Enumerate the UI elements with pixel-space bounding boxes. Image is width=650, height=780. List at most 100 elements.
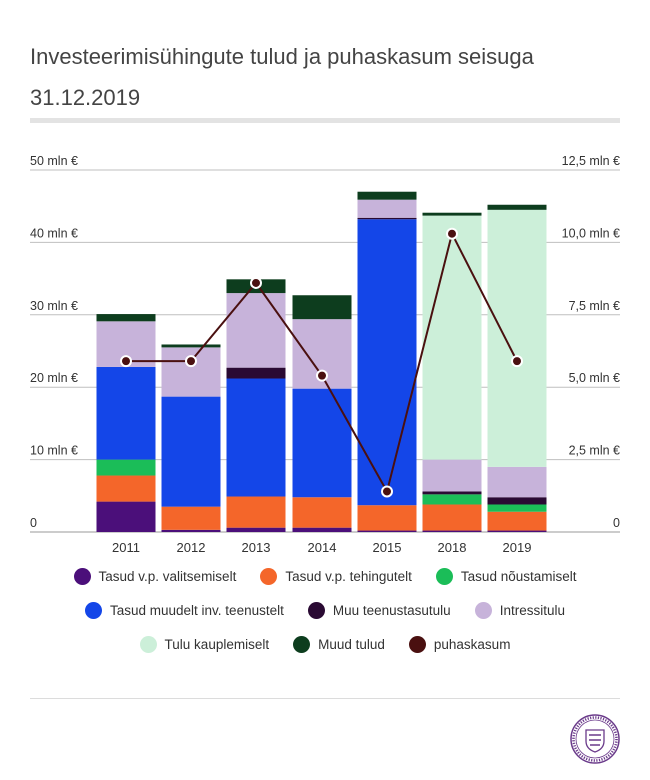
bar-segment <box>487 209 547 467</box>
legend-row: Tulu kauplemiselt Muud tulud puhaskasum <box>40 636 610 653</box>
legend-label: Tasud v.p. tehingutelt <box>285 569 412 584</box>
legend-label: Tasud nõustamiselt <box>460 569 577 584</box>
legend-swatch <box>408 636 426 653</box>
legend-swatch <box>307 602 325 619</box>
legend-swatch <box>293 636 311 653</box>
bar-segment <box>422 459 482 492</box>
puhaskasum-point <box>511 355 523 368</box>
legend-item: Tasud v.p. valitsemiselt <box>73 568 237 585</box>
x-tick-label: 2012 <box>177 540 206 555</box>
bar-segment <box>292 527 352 532</box>
legend-row: Tasud v.p. valitsemiselt Tasud v.p. tehin… <box>40 568 610 585</box>
bar-segment <box>422 215 482 460</box>
bar-segment <box>357 191 417 200</box>
y-left-tick-label: 40 mln € <box>30 226 78 240</box>
bar-segment <box>487 204 547 210</box>
puhaskasum-point <box>446 227 458 240</box>
bar-segment <box>422 212 482 216</box>
bar-segment <box>161 506 221 530</box>
puhaskasum-point <box>381 485 393 498</box>
bar-segment <box>422 491 482 495</box>
puhaskasum-point <box>185 355 197 368</box>
bar-segment <box>357 217 417 220</box>
bar-segment <box>487 504 547 512</box>
bar-segment <box>96 366 156 460</box>
bar-segment <box>422 504 482 531</box>
bar-segment <box>96 475 156 502</box>
y-right-tick-label: 10,0 mln € <box>562 226 620 240</box>
y-right-tick-label: 5,0 mln € <box>569 371 620 385</box>
legend-row: Tasud muudelt inv. teenustelt Muu teenust… <box>40 602 610 619</box>
puhaskasum-point <box>120 355 132 368</box>
y-right-tick-label: 7,5 mln € <box>569 299 620 313</box>
title-divider <box>30 118 620 123</box>
puhaskasum-point <box>316 369 328 382</box>
legend-item: Intressitulu <box>474 602 565 619</box>
bar-segment <box>357 530 417 532</box>
bar-segment <box>161 347 221 397</box>
x-tick-label: 2015 <box>373 540 402 555</box>
y-left-tick-label: 10 mln € <box>30 444 78 458</box>
y-left-tick-label: 20 mln € <box>30 371 78 385</box>
bar-segment <box>357 199 417 218</box>
bar-segment <box>422 530 482 532</box>
legend-label: Tasud v.p. valitsemiselt <box>98 569 237 584</box>
x-tick-label: 2014 <box>308 540 337 555</box>
bar-segment <box>487 497 547 505</box>
bar-segment <box>422 494 482 505</box>
bar-segment <box>487 511 547 531</box>
x-tick-label: 2019 <box>503 540 532 555</box>
bar-segment <box>96 501 156 532</box>
legend-label: Intressitulu <box>499 603 565 618</box>
legend-label: Muud tulud <box>318 637 385 652</box>
bar-segment <box>161 344 221 348</box>
x-tick-label: 2018 <box>438 540 467 555</box>
legend-item: Tasud v.p. tehingutelt <box>260 568 412 585</box>
bar-segment <box>226 527 286 532</box>
chart-title: Investeerimisühingute tulud ja puhaskasu… <box>30 44 534 110</box>
bar-segment <box>226 378 286 497</box>
legend-swatch <box>85 602 102 619</box>
bar-segment <box>487 530 547 532</box>
bar-segment <box>226 367 286 379</box>
legend-label: Muu teenustasutulu <box>332 603 451 618</box>
legend-item: Muu teenustasutulu <box>307 602 451 619</box>
y-right-tick-label: 2,5 mln € <box>569 444 620 458</box>
bar-segment <box>487 466 547 498</box>
legend-label: Tulu kauplemiselt <box>164 637 270 652</box>
y-left-tick-label: 50 mln € <box>30 154 78 168</box>
legend-item: Tasud nõustamiselt <box>435 568 577 585</box>
legend-item: Muud tulud <box>293 636 385 653</box>
bar-segment <box>292 295 352 320</box>
financial-supervision-seal-icon <box>570 714 620 764</box>
x-tick-label: 2013 <box>242 540 271 555</box>
footer-divider <box>30 698 620 699</box>
y-right-tick-label: 0 <box>613 516 620 530</box>
y-left-tick-label: 0 <box>30 516 37 530</box>
x-tick-label: 2011 <box>112 540 140 555</box>
bar-segment <box>226 293 286 368</box>
y-left-tick-label: 30 mln € <box>30 299 78 313</box>
bar-segment <box>292 388 352 498</box>
legend-swatch <box>260 568 278 585</box>
bar-segment <box>96 314 156 322</box>
legend-swatch <box>139 636 157 653</box>
legend-swatch <box>73 568 91 585</box>
legend-item: Tasud muudelt inv. teenustelt <box>85 602 284 619</box>
bar-segment <box>96 459 156 476</box>
y-right-tick-label: 12,5 mln € <box>562 154 620 168</box>
bar-segment <box>357 505 417 531</box>
bar-segment <box>292 497 352 528</box>
chart-legend: Tasud v.p. valitsemiselt Tasud v.p. tehin… <box>40 568 610 670</box>
legend-swatch <box>435 568 453 585</box>
legend-label: Tasud muudelt inv. teenustelt <box>110 603 284 618</box>
bar-segment <box>357 219 417 506</box>
bar-segment <box>161 396 221 507</box>
legend-label: puhaskasum <box>433 637 511 652</box>
bar-segment <box>161 529 221 532</box>
legend-swatch <box>474 602 492 619</box>
chart-canvas: 0 0 10 mln € 2,5 mln € 20 mln € 5,0 mln € 30 m… <box>30 154 620 555</box>
legend-item: puhaskasum <box>408 636 511 653</box>
bar-segment <box>226 496 286 528</box>
puhaskasum-point <box>250 276 262 289</box>
